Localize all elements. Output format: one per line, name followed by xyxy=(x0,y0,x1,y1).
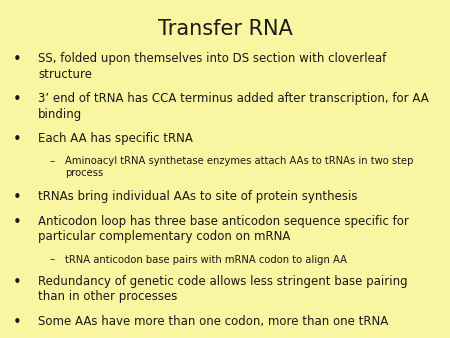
Text: Aminoacyl tRNA synthetase enzymes attach AAs to tRNAs in two step
process: Aminoacyl tRNA synthetase enzymes attach… xyxy=(65,156,414,178)
Text: •: • xyxy=(13,92,22,107)
Text: –: – xyxy=(49,255,54,265)
Text: •: • xyxy=(13,215,22,230)
Text: Transfer RNA: Transfer RNA xyxy=(158,19,292,39)
Text: •: • xyxy=(13,190,22,205)
Text: –: – xyxy=(49,156,54,167)
Text: tRNA anticodon base pairs with mRNA codon to align AA: tRNA anticodon base pairs with mRNA codo… xyxy=(65,255,347,265)
Text: •: • xyxy=(13,315,22,330)
Text: tRNAs bring individual AAs to site of protein synthesis: tRNAs bring individual AAs to site of pr… xyxy=(38,190,358,203)
Text: 3’ end of tRNA has CCA terminus added after transcription, for AA
binding: 3’ end of tRNA has CCA terminus added af… xyxy=(38,92,429,121)
Text: •: • xyxy=(13,52,22,67)
Text: •: • xyxy=(13,275,22,290)
Text: Anticodon loop has three base anticodon sequence specific for
particular complem: Anticodon loop has three base anticodon … xyxy=(38,215,409,243)
Text: •: • xyxy=(13,132,22,147)
Text: Some AAs have more than one codon, more than one tRNA: Some AAs have more than one codon, more … xyxy=(38,315,388,328)
Text: Each AA has specific tRNA: Each AA has specific tRNA xyxy=(38,132,193,145)
Text: Redundancy of genetic code allows less stringent base pairing
than in other proc: Redundancy of genetic code allows less s… xyxy=(38,275,408,303)
Text: SS, folded upon themselves into DS section with cloverleaf
structure: SS, folded upon themselves into DS secti… xyxy=(38,52,387,81)
